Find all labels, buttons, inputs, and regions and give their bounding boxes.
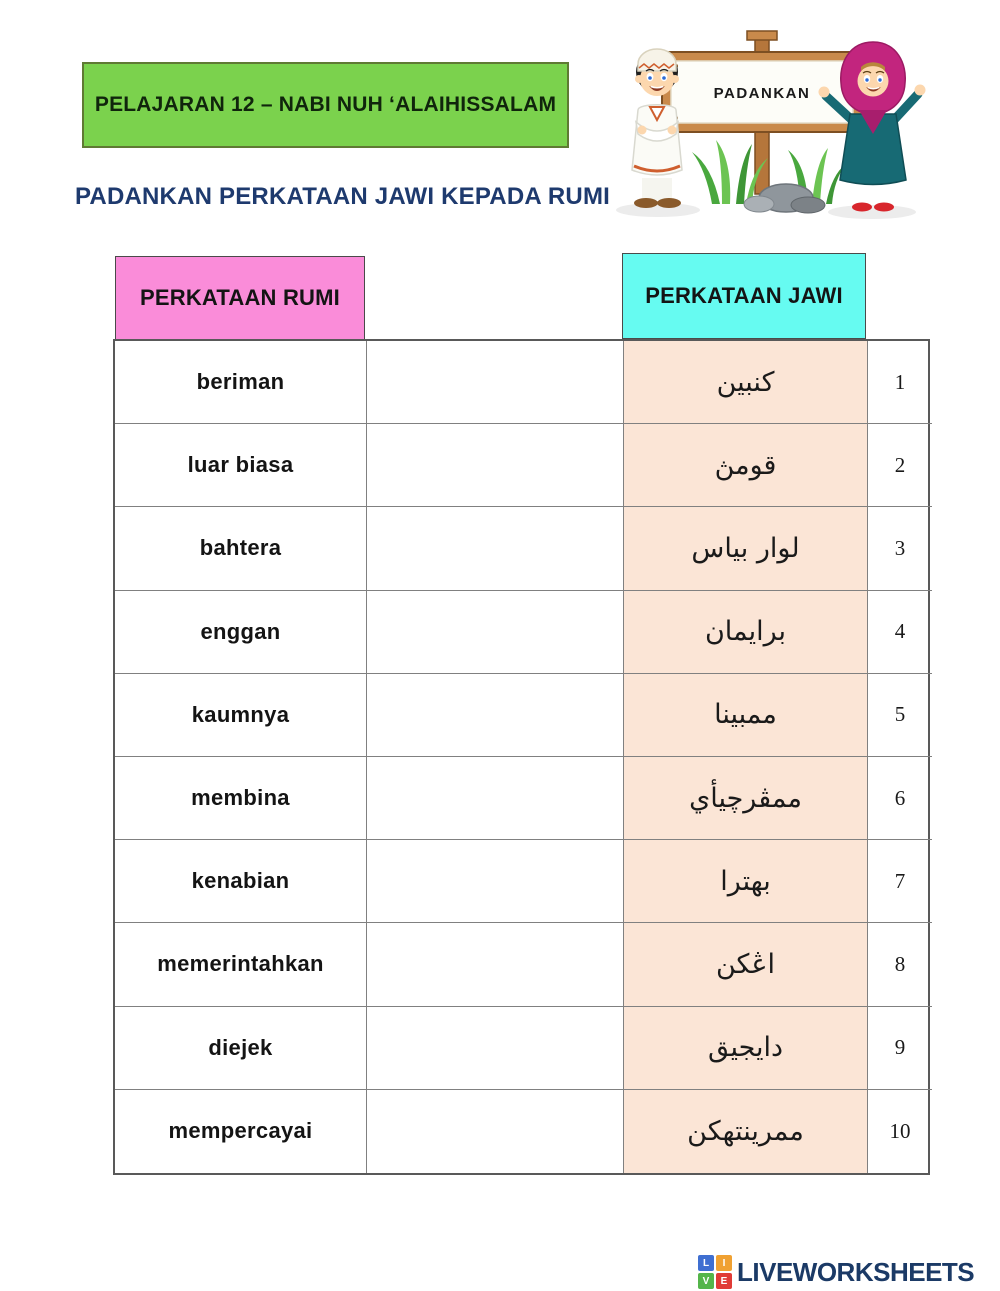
jawi-word: برايمان — [624, 590, 868, 674]
answer-cell[interactable] — [367, 923, 624, 1007]
logo-letter-v: V — [698, 1273, 714, 1289]
logo-letter-i: I — [716, 1255, 732, 1271]
rumi-word: luar biasa — [115, 424, 367, 508]
instruction-text: PADANKAN PERKATAAN JAWI KEPADA RUMI — [75, 183, 610, 210]
jawi-word: دايجيق — [624, 1006, 868, 1090]
girl-character — [818, 41, 926, 212]
rumi-word: mempercayai — [115, 1089, 367, 1173]
jawi-header-label: PERKATAAN JAWI — [645, 283, 843, 308]
rumi-word: bahtera — [115, 507, 367, 591]
rumi-word: membina — [115, 756, 367, 841]
answer-cell[interactable] — [367, 341, 624, 425]
row-number: 1 — [868, 341, 932, 425]
answer-cell[interactable] — [367, 1006, 624, 1090]
rumi-word: beriman — [115, 341, 367, 425]
answer-cell[interactable] — [367, 424, 624, 508]
jawi-word: ممبينا — [624, 673, 868, 757]
rumi-word: enggan — [115, 590, 367, 674]
lesson-banner: PELAJARAN 12 – NABI NUH ‘ALAIHISSALAM — [82, 62, 569, 148]
rumi-word: diejek — [115, 1006, 367, 1090]
signpost: PADANKAN — [661, 30, 863, 195]
row-number: 4 — [868, 591, 932, 674]
brand-footer: L I V E LIVEWORKSHEETS — [698, 1252, 975, 1291]
girl-shadow — [828, 205, 916, 219]
lesson-banner-text: PELAJARAN 12 – NABI NUH ‘ALAIHISSALAM — [94, 93, 557, 116]
answer-cell[interactable] — [367, 756, 624, 841]
row-number: 10 — [889, 1118, 911, 1143]
brand-name: LIVEWORKSHEETS — [737, 1256, 975, 1287]
logo-letter-l: L — [698, 1255, 714, 1271]
logo-letter-e: E — [716, 1273, 732, 1289]
boy-character — [631, 48, 683, 208]
jawi-word: بهترا — [624, 840, 868, 924]
jawi-word: ممڤرچيأي — [624, 756, 868, 841]
jawi-word: كنبين — [624, 341, 868, 425]
jawi-column-header: PERKATAAN JAWI — [622, 253, 866, 339]
answer-cell[interactable] — [367, 673, 624, 757]
kids-with-sign-illustration: PADANKAN — [616, 30, 926, 219]
jawi-word: قومڽ — [624, 424, 868, 508]
answer-cell[interactable] — [367, 1089, 624, 1173]
rumi-word: kaumnya — [115, 673, 367, 757]
jawi-word: ممرينتهكن — [624, 1089, 868, 1173]
rumi-word: kenabian — [115, 840, 367, 924]
rumi-header-label: PERKATAAN RUMI — [140, 285, 340, 310]
row-number: 8 — [868, 923, 932, 1007]
row-number: 2 — [868, 424, 932, 508]
row-number: 3 — [868, 507, 932, 591]
jawi-word: اڠكن — [624, 923, 868, 1007]
jawi-word: لوار بياس — [624, 507, 868, 591]
matching-table: beriman كنبين 1 luar biasa قومڽ 2 bahter… — [113, 339, 932, 1175]
row-number: 7 — [868, 840, 932, 924]
answer-cell[interactable] — [367, 507, 624, 591]
row-number: 5 — [868, 674, 932, 757]
sign-text: PADANKAN — [714, 85, 811, 102]
row-number: 6 — [868, 757, 932, 841]
rumi-word: memerintahkan — [115, 923, 367, 1007]
illustration: PADANKAN — [600, 20, 930, 228]
answer-cell[interactable] — [367, 840, 624, 924]
rumi-column-header: PERKATAAN RUMI — [115, 256, 365, 340]
boy-shadow — [616, 203, 700, 217]
row-number: 9 — [868, 1007, 932, 1090]
liveworksheets-logo-icon: L I V E — [698, 1255, 732, 1289]
answer-cell[interactable] — [367, 590, 624, 674]
rocks — [743, 183, 826, 214]
